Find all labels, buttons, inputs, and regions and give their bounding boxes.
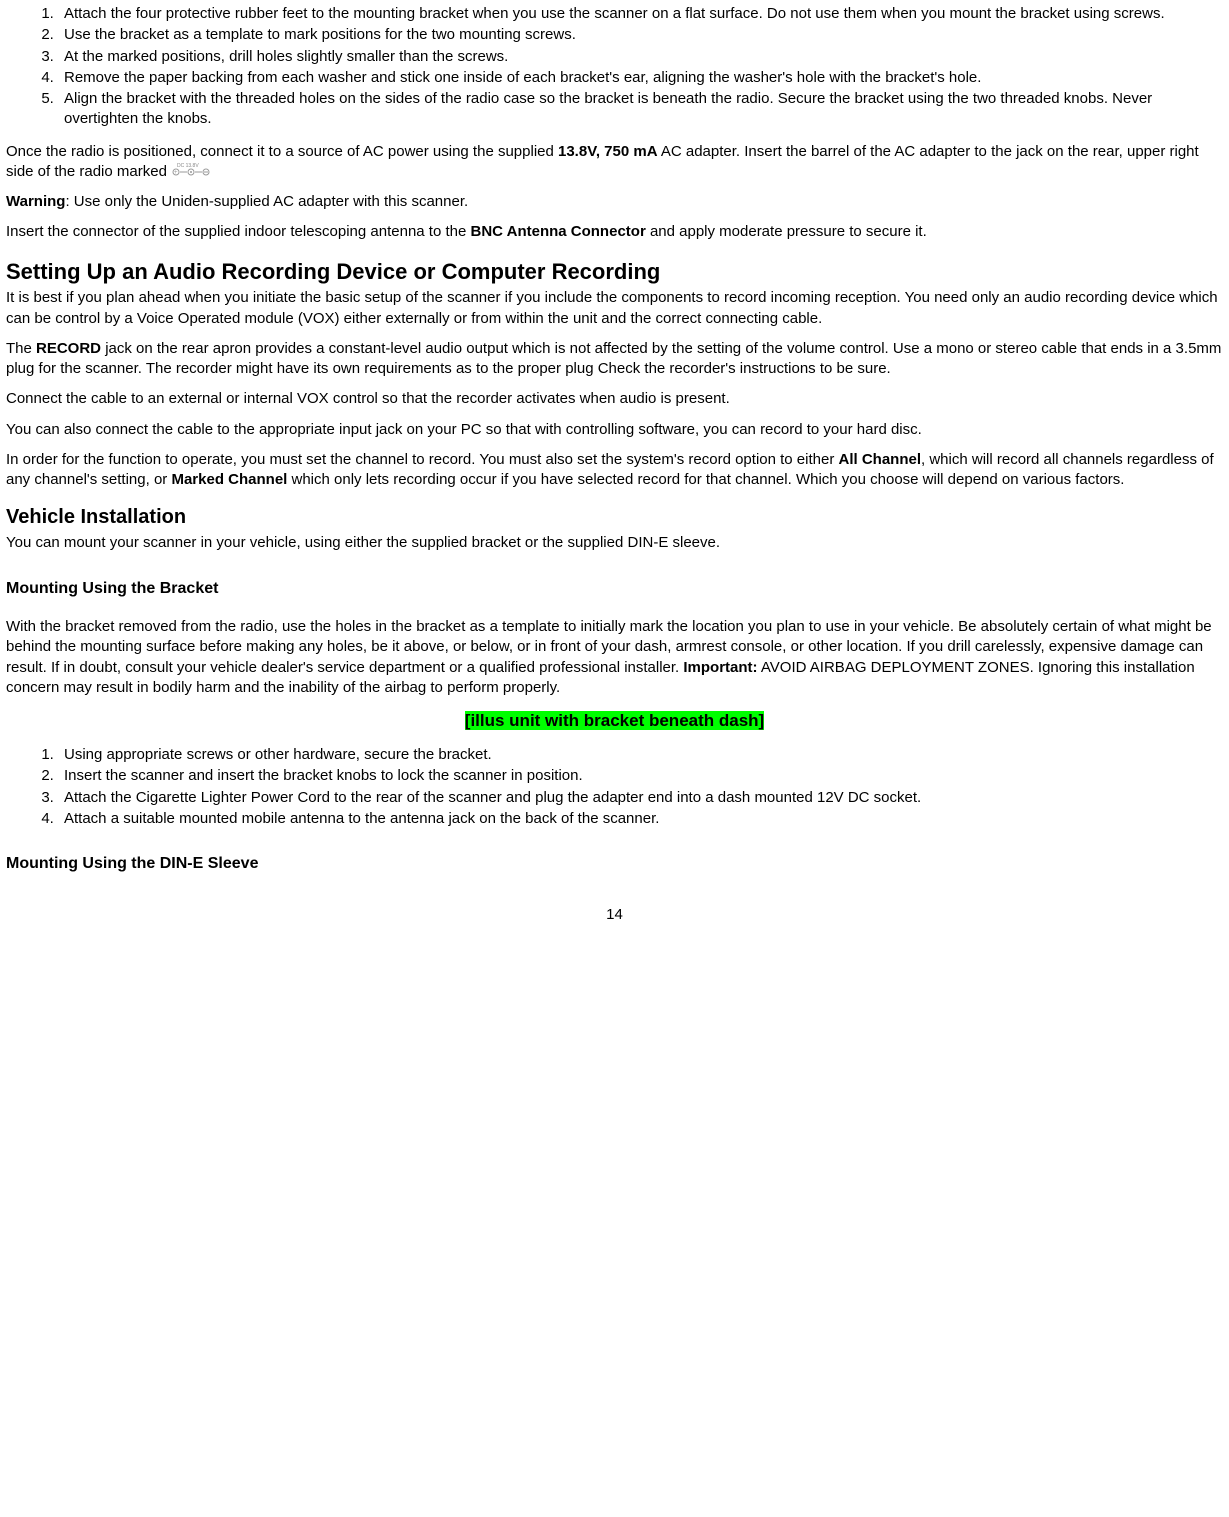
text: Insert the connector of the supplied ind… [6,223,471,240]
heading-vehicle-installation: Vehicle Installation [6,504,1223,531]
text: The [6,340,36,357]
list-item: At the marked positions, drill holes sli… [58,47,1223,67]
steps-list-1: Attach the four protective rubber feet t… [6,4,1223,130]
list-item: Remove the paper backing from each washe… [58,68,1223,88]
dc-jack-icon: DC 13.8V+ [171,162,211,182]
bnc-label: BNC Antenna Connector [471,223,646,240]
power-spec: 13.8V, 750 mA [558,143,658,160]
all-channel-label: All Channel [839,451,922,468]
list-item: Attach the Cigarette Lighter Power Cord … [58,788,1223,808]
heading-audio-recording: Setting Up an Audio Recording Device or … [6,257,1223,287]
steps-list-2: Using appropriate screws or other hardwa… [6,745,1223,829]
text: Once the radio is positioned, connect it… [6,143,558,160]
heading-mounting-din: Mounting Using the DIN-E Sleeve [6,853,1223,875]
paragraph: You can mount your scanner in your vehic… [6,533,1223,553]
heading-mounting-bracket: Mounting Using the Bracket [6,578,1223,600]
list-item: Insert the scanner and insert the bracke… [58,766,1223,786]
svg-text:DC 13.8V: DC 13.8V [177,163,199,169]
text: : Use only the Uniden-supplied AC adapte… [65,193,468,210]
important-label: Important: [683,659,757,676]
list-item: Align the bracket with the threaded hole… [58,89,1223,130]
page-number: 14 [6,905,1223,925]
list-item: Using appropriate screws or other hardwa… [58,745,1223,765]
paragraph: Connect the cable to an external or inte… [6,389,1223,409]
text: jack on the rear apron provides a consta… [6,340,1221,377]
paragraph-antenna: Insert the connector of the supplied ind… [6,222,1223,242]
svg-text:+: + [174,170,178,176]
text: In order for the function to operate, yo… [6,451,839,468]
paragraph-power: Once the radio is positioned, connect it… [6,142,1223,183]
list-item: Attach the four protective rubber feet t… [58,4,1223,24]
record-label: RECORD [36,340,101,357]
paragraph-record-jack: The RECORD jack on the rear apron provid… [6,339,1223,380]
paragraph-warning: Warning: Use only the Uniden-supplied AC… [6,192,1223,212]
paragraph: It is best if you plan ahead when you in… [6,288,1223,329]
illustration-placeholder: [illus unit with bracket beneath dash] [6,710,1223,733]
paragraph-bracket-warning: With the bracket removed from the radio,… [6,617,1223,698]
list-item: Attach a suitable mounted mobile antenna… [58,809,1223,829]
illustration-caption: [illus unit with bracket beneath dash] [465,711,764,730]
list-item: Use the bracket as a template to mark po… [58,25,1223,45]
warning-label: Warning [6,193,65,210]
marked-channel-label: Marked Channel [171,471,287,488]
paragraph: You can also connect the cable to the ap… [6,420,1223,440]
text: which only lets recording occur if you h… [287,471,1124,488]
paragraph-record-options: In order for the function to operate, yo… [6,450,1223,491]
text: and apply moderate pressure to secure it… [646,223,927,240]
